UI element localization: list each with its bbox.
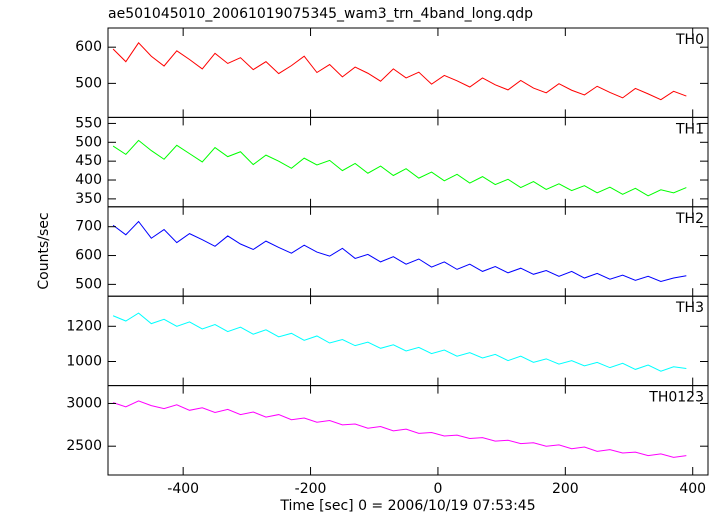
panel-frame <box>107 385 709 476</box>
y-tick-label: 1000 <box>66 353 102 369</box>
y-tick-label: 400 <box>75 172 102 188</box>
light-curve <box>112 312 687 372</box>
panel-frame <box>107 116 709 208</box>
y-tick-label: 700 <box>75 219 102 235</box>
panel-frame <box>107 27 709 118</box>
light-curve <box>112 220 687 283</box>
x-tick-label: 0 <box>433 481 442 497</box>
light-curve <box>112 400 687 458</box>
x-tick-label: -200 <box>295 481 327 497</box>
legend-label: TH2 <box>675 211 704 227</box>
y-tick-label: 450 <box>75 153 102 169</box>
x-tick-label: 200 <box>552 481 579 497</box>
y-tick-label: 550 <box>75 115 102 131</box>
y-tick-label: 2500 <box>66 438 102 454</box>
light-curve <box>112 42 687 101</box>
x-tick-label: 400 <box>679 481 706 497</box>
chart-title: ae501045010_20061019075345_wam3_trn_4ban… <box>108 6 533 22</box>
y-tick-label: 1200 <box>66 318 102 334</box>
y-tick-label: 600 <box>75 39 102 55</box>
legend-label: TH1 <box>675 121 704 137</box>
x-axis-label: Time [sec] 0 = 2006/10/19 07:53:45 <box>279 498 535 514</box>
y-tick-label: 3000 <box>66 395 102 411</box>
y-tick-label: 500 <box>75 276 102 292</box>
y-axis-label: Counts/sec <box>36 212 52 289</box>
panel-frame <box>107 206 709 297</box>
y-tick-label: 350 <box>75 191 102 207</box>
legend-label: TH3 <box>675 300 704 316</box>
y-tick-label: 500 <box>75 134 102 150</box>
x-tick-label: -400 <box>167 481 199 497</box>
legend-label: TH0 <box>675 32 704 48</box>
light-curve <box>112 139 687 197</box>
legend-label: TH0123 <box>648 390 704 406</box>
panel-frame <box>107 295 709 387</box>
y-tick-label: 600 <box>75 248 102 264</box>
y-tick-label: 500 <box>75 75 102 91</box>
